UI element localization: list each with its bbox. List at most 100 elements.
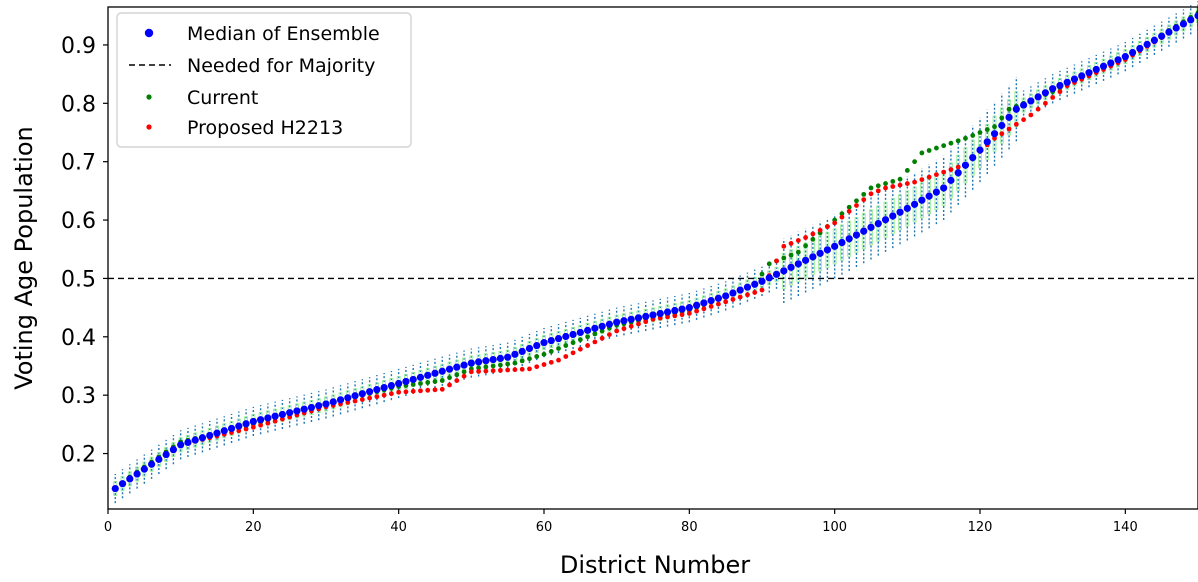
median-point-69 — [605, 320, 614, 328]
median-point-91 — [765, 274, 773, 282]
current-point-111 — [912, 159, 917, 165]
median-point-54 — [496, 354, 504, 362]
median-point-28 — [307, 403, 316, 412]
median-point-96 — [802, 256, 810, 264]
proposed-point-113 — [926, 174, 932, 180]
current-point-114 — [934, 145, 939, 151]
current-point-117 — [955, 138, 961, 144]
median-point-58 — [525, 344, 534, 353]
median-point-42 — [409, 375, 417, 384]
median-point-125 — [1012, 105, 1020, 113]
current-point-43 — [418, 381, 423, 386]
proposed-point-49 — [461, 373, 467, 379]
proposed-point-40 — [396, 389, 402, 395]
y-tick-label-0.3: 0.3 — [61, 384, 96, 409]
median-point-37 — [373, 386, 381, 394]
current-point-95 — [795, 249, 801, 255]
proposed-point-56 — [512, 367, 518, 373]
proposed-point-44 — [425, 387, 431, 393]
current-point-94 — [788, 252, 794, 258]
proposed-point-80 — [686, 311, 692, 316]
current-point-64 — [570, 340, 576, 346]
median-point-140 — [1121, 53, 1129, 61]
proposed-point-115 — [941, 169, 947, 175]
median-point-145 — [1158, 32, 1166, 40]
x-axis-label: District Number — [560, 551, 750, 579]
proposed-point-54 — [498, 367, 503, 373]
axes-layer: 0 20 40 60 80 100 120 140 0.2 0.3 0.4 0.5 0.6 0.7 0.8 0… — [61, 34, 1138, 535]
legend-median-marker — [144, 28, 154, 38]
median-point-41 — [402, 377, 410, 386]
median-point-113 — [925, 192, 933, 200]
median-point-36 — [366, 388, 374, 396]
x-tick-label-0: 0 — [104, 520, 112, 535]
x-tick-label-60: 60 — [536, 520, 553, 535]
proposed-point-126 — [1021, 117, 1026, 123]
proposed-point-84 — [716, 301, 721, 307]
median-point-144 — [1150, 36, 1158, 44]
current-point-63 — [563, 343, 569, 348]
proposed-point-69 — [607, 332, 612, 338]
median-point-79 — [678, 305, 686, 313]
proposed-point-106 — [875, 188, 881, 194]
proposed-point-128 — [1035, 106, 1041, 112]
median-point-135 — [1085, 69, 1093, 77]
median-point-7 — [155, 455, 163, 463]
current-point-102 — [846, 204, 852, 210]
current-point-113 — [926, 148, 932, 153]
proposed-point-107 — [883, 185, 888, 191]
proposed-point-129 — [1043, 100, 1048, 106]
median-point-23 — [271, 412, 279, 420]
median-point-76 — [656, 309, 664, 318]
median-point-150 — [1194, 12, 1198, 20]
legend-label-proposed: Proposed H2213 — [187, 117, 343, 139]
proposed-point-90 — [759, 287, 765, 293]
y-tick-label-0.8: 0.8 — [61, 92, 96, 117]
median-point-10 — [177, 441, 185, 449]
proposed-point-63 — [563, 354, 569, 359]
median-point-112 — [918, 196, 926, 204]
proposed-point-50 — [468, 369, 474, 375]
proposed-point-64 — [570, 350, 576, 356]
median-point-83 — [707, 297, 715, 305]
legend-box — [116, 12, 412, 148]
current-point-47 — [447, 375, 452, 381]
current-point-115 — [941, 143, 947, 149]
proposed-point-103 — [854, 203, 859, 208]
median-point-74 — [642, 312, 650, 320]
median-point-29 — [315, 402, 323, 410]
proposed-point-52 — [483, 368, 489, 374]
median-point-21 — [257, 416, 265, 424]
median-point-101 — [838, 238, 846, 247]
x-tick-label-40: 40 — [390, 520, 407, 535]
median-point-81 — [693, 301, 701, 309]
proposed-point-62 — [556, 357, 561, 363]
y-axis-label: Voting Age Population — [10, 126, 38, 390]
current-point-55 — [505, 361, 511, 367]
proposed-point-55 — [505, 367, 511, 373]
proposed-point-53 — [490, 368, 496, 374]
current-point-93 — [781, 255, 787, 261]
current-point-53 — [490, 363, 496, 369]
proposed-point-95 — [795, 238, 801, 243]
median-point-61 — [547, 336, 555, 345]
median-point-72 — [627, 315, 635, 323]
proposed-point-39 — [389, 391, 394, 397]
median-point-131 — [1056, 81, 1064, 90]
median-point-8 — [162, 450, 170, 459]
current-point-42 — [410, 382, 416, 387]
median-point-63 — [562, 332, 570, 341]
proposed-point-131 — [1057, 89, 1063, 95]
median-point-59 — [533, 341, 541, 350]
current-point-116 — [948, 140, 954, 146]
proposed-point-81 — [694, 308, 699, 314]
proposed-point-58 — [527, 366, 532, 372]
median-point-149 — [1187, 16, 1195, 24]
legend-current-marker — [146, 94, 152, 100]
median-point-22 — [264, 414, 272, 422]
median-point-114 — [932, 188, 941, 196]
proposed-point-87 — [737, 294, 743, 300]
median-point-43 — [416, 373, 425, 381]
proposed-point-123 — [999, 131, 1005, 137]
